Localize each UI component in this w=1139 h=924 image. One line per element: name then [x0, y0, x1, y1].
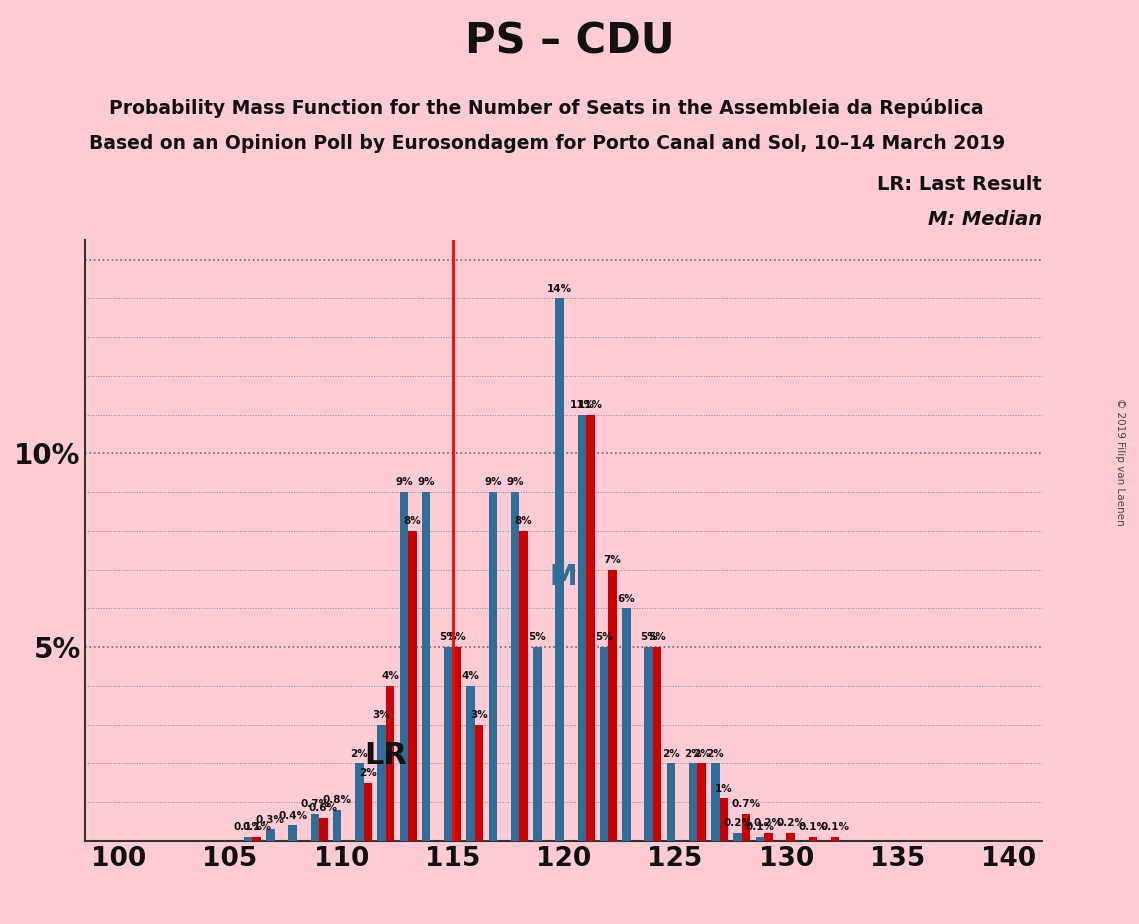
Text: 0.1%: 0.1% [798, 822, 827, 833]
Bar [645, 647, 653, 841]
Text: M: M [550, 564, 577, 591]
Bar [622, 608, 631, 841]
Bar [786, 833, 795, 841]
Bar [519, 531, 527, 841]
Text: 0.1%: 0.1% [745, 822, 775, 833]
Text: 0.1%: 0.1% [241, 822, 271, 833]
Bar [533, 647, 541, 841]
Bar [653, 647, 662, 841]
Text: 9%: 9% [506, 478, 524, 488]
Bar [711, 763, 720, 841]
Text: 2%: 2% [706, 748, 724, 759]
Bar [319, 818, 328, 841]
Bar [511, 492, 519, 841]
Bar [764, 833, 772, 841]
Text: Based on an Opinion Poll by Eurosondagem for Porto Canal and Sol, 10–14 March 20: Based on an Opinion Poll by Eurosondagem… [89, 134, 1005, 152]
Text: 8%: 8% [515, 517, 532, 526]
Text: LR: LR [364, 741, 408, 770]
Text: LR: Last Result: LR: Last Result [877, 176, 1042, 194]
Bar [333, 809, 342, 841]
Text: 4%: 4% [461, 671, 480, 681]
Bar [666, 763, 675, 841]
Text: 0.1%: 0.1% [233, 822, 263, 833]
Text: 2%: 2% [685, 748, 702, 759]
Text: 0.2%: 0.2% [723, 819, 752, 829]
Bar [608, 569, 616, 841]
Text: 3%: 3% [470, 710, 487, 720]
Bar [689, 763, 697, 841]
Text: 9%: 9% [484, 478, 501, 488]
Text: © 2019 Filip van Laenen: © 2019 Filip van Laenen [1115, 398, 1124, 526]
Text: PS – CDU: PS – CDU [465, 20, 674, 63]
Bar [444, 647, 452, 841]
Bar [400, 492, 408, 841]
Bar [489, 492, 497, 841]
Text: 0.6%: 0.6% [309, 803, 338, 813]
Text: 3%: 3% [372, 710, 391, 720]
Bar [253, 837, 261, 841]
Bar [720, 798, 728, 841]
Bar [386, 686, 394, 841]
Text: 4%: 4% [382, 671, 399, 681]
Text: 5%: 5% [596, 632, 613, 642]
Bar [830, 837, 839, 841]
Bar [741, 814, 751, 841]
Text: M: Median: M: Median [928, 211, 1042, 229]
Text: 9%: 9% [395, 478, 412, 488]
Bar [697, 763, 706, 841]
Text: 5%: 5% [440, 632, 457, 642]
Bar [577, 415, 587, 841]
Text: 2%: 2% [351, 748, 368, 759]
Text: 0.7%: 0.7% [731, 799, 761, 809]
Text: 6%: 6% [617, 594, 636, 603]
Bar [475, 724, 483, 841]
Text: 5%: 5% [448, 632, 466, 642]
Text: 11%: 11% [570, 400, 595, 410]
Text: 11%: 11% [577, 400, 603, 410]
Text: 7%: 7% [604, 555, 622, 565]
Text: 2%: 2% [693, 748, 711, 759]
Text: 8%: 8% [403, 517, 421, 526]
Text: 0.4%: 0.4% [278, 810, 308, 821]
Bar [734, 833, 741, 841]
Text: 5%: 5% [648, 632, 666, 642]
Text: 0.8%: 0.8% [322, 796, 352, 805]
Text: 14%: 14% [547, 284, 572, 294]
Bar [600, 647, 608, 841]
Text: Probability Mass Function for the Number of Seats in the Assembleia da República: Probability Mass Function for the Number… [109, 98, 984, 118]
Bar [363, 783, 372, 841]
Bar [311, 814, 319, 841]
Bar [452, 647, 461, 841]
Text: 0.3%: 0.3% [256, 815, 285, 824]
Text: 0.7%: 0.7% [301, 799, 329, 809]
Text: 5%: 5% [640, 632, 657, 642]
Text: 1%: 1% [715, 784, 732, 794]
Bar [355, 763, 363, 841]
Bar [421, 492, 431, 841]
Bar [288, 825, 297, 841]
Text: 9%: 9% [417, 478, 435, 488]
Bar [466, 686, 475, 841]
Bar [267, 829, 274, 841]
Bar [755, 837, 764, 841]
Bar [244, 837, 253, 841]
Text: 2%: 2% [359, 768, 377, 778]
Text: 0.1%: 0.1% [820, 822, 850, 833]
Bar [809, 837, 817, 841]
Bar [556, 298, 564, 841]
Text: 5%: 5% [528, 632, 547, 642]
Bar [408, 531, 417, 841]
Bar [587, 415, 595, 841]
Text: 0.2%: 0.2% [754, 819, 782, 829]
Bar [377, 724, 386, 841]
Text: 2%: 2% [662, 748, 680, 759]
Text: 0.2%: 0.2% [776, 819, 805, 829]
